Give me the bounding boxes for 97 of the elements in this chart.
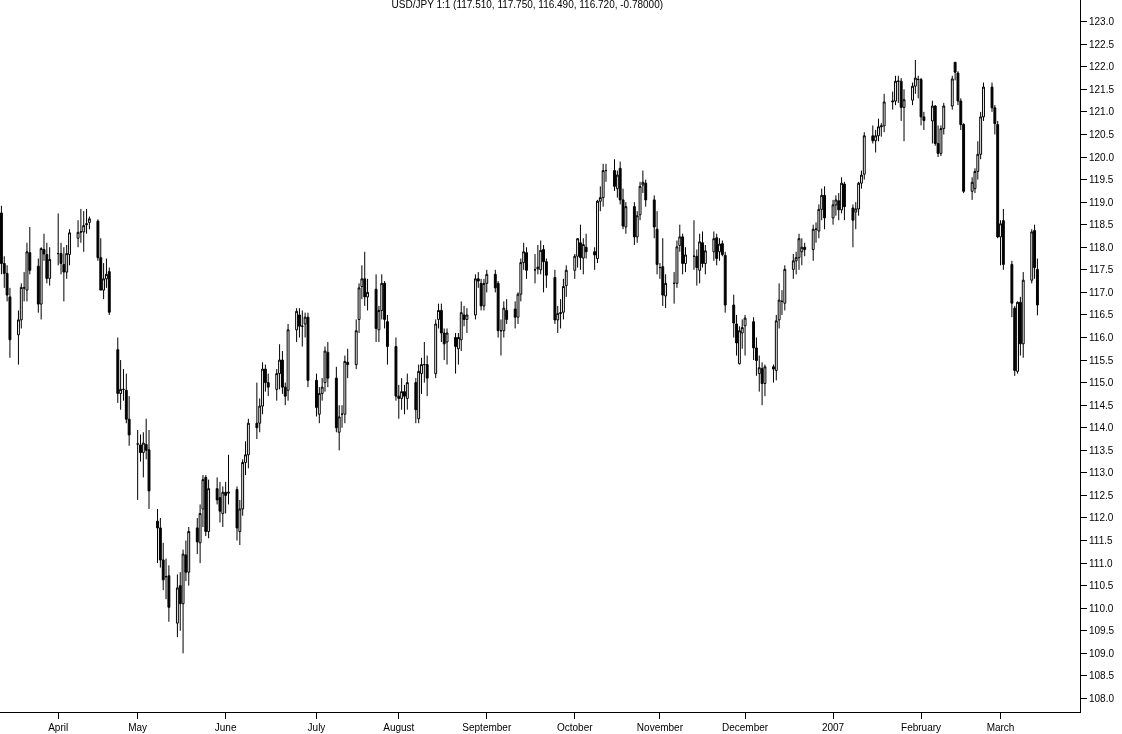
candlestick: [715, 233, 719, 266]
y-tick-label: 110.5: [1089, 580, 1114, 592]
x-tick-label: May: [128, 722, 148, 733]
y-tick-label: 121.5: [1089, 83, 1115, 95]
y-tick-label: 110.0: [1089, 602, 1114, 614]
x-tick-label: December: [722, 722, 769, 733]
x-tick-label: October: [556, 722, 594, 733]
candlestick: [286, 323, 290, 402]
candlestick: [542, 244, 545, 293]
candlestick: [374, 273, 378, 343]
y-tick-label: 109.0: [1089, 647, 1115, 659]
y-tick-label: 120.0: [1089, 151, 1115, 163]
y-tick-label: 123.0: [1089, 16, 1115, 28]
y-tick-label: 113.5: [1089, 444, 1114, 456]
candlestick: [1016, 300, 1019, 375]
y-tick-label: 117.0: [1089, 286, 1114, 298]
candlestick: [800, 237, 804, 266]
x-tick-label: September: [462, 722, 512, 733]
y-tick-label: 112.5: [1089, 489, 1114, 501]
candlestick: [300, 309, 304, 348]
candlestick: [882, 93, 886, 133]
y-tick-label: 116.5: [1089, 309, 1114, 321]
candlestick: [156, 508, 159, 564]
candlestick: [136, 429, 140, 501]
y-tick-label: 114.0: [1089, 422, 1114, 434]
x-tick-label: March: [986, 722, 1015, 733]
y-tick-label: 115.0: [1089, 377, 1114, 389]
y-tick-label: 122.5: [1089, 38, 1115, 50]
candlestick: [1001, 208, 1005, 271]
y-tick-label: 109.5: [1089, 625, 1115, 637]
y-tick-label: 118.5: [1089, 219, 1114, 231]
candlestick: [454, 332, 457, 375]
candlestick: [48, 246, 52, 287]
candlestick: [894, 75, 897, 106]
candlestick: [579, 224, 582, 271]
y-tick-label: 108.5: [1089, 670, 1115, 682]
candlestick: [842, 181, 846, 221]
candlestick: [1030, 228, 1034, 284]
candlestick: [473, 273, 477, 320]
y-tick-label: 116.0: [1089, 332, 1114, 343]
y-tick-label: 119.0: [1089, 196, 1114, 208]
y-tick-label: 114.5: [1089, 399, 1114, 411]
candlestick: [791, 253, 795, 280]
candlestick: [295, 307, 299, 343]
candlestick: [82, 210, 86, 253]
candlestick: [698, 233, 702, 284]
x-tick-label: April: [48, 722, 69, 733]
candlestick: [62, 246, 66, 302]
y-tick-label: 112.0: [1089, 512, 1114, 524]
candlestick: [235, 485, 239, 542]
candlestick: [187, 526, 191, 587]
candlestick: [919, 77, 923, 126]
candlestick: [823, 185, 826, 230]
y-tick-label: 108.0: [1089, 692, 1115, 704]
candlestick: [445, 327, 449, 366]
y-tick-label: 122.0: [1089, 61, 1115, 73]
x-tick-label: 2007: [821, 722, 845, 733]
candlestick: [718, 237, 721, 262]
candlestick: [851, 203, 855, 248]
y-tick-label: 111.0: [1089, 557, 1113, 569]
x-tick-label: February: [901, 722, 942, 733]
x-tick-label: July: [307, 722, 326, 733]
candlestick: [204, 474, 208, 537]
candlestick: [712, 230, 716, 262]
candlestick: [1021, 271, 1025, 359]
y-tick-label: 121.0: [1089, 106, 1115, 118]
candlestick: [326, 341, 330, 388]
y-tick-label: 111.5: [1089, 535, 1113, 547]
candlestick: [218, 481, 222, 523]
candlestick: [525, 246, 528, 280]
x-tick-label: August: [383, 722, 415, 733]
y-tick-label: 117.5: [1089, 264, 1114, 276]
x-tick-label: June: [214, 722, 237, 733]
candlestick: [661, 237, 665, 307]
y-tick-label: 119.5: [1089, 174, 1114, 186]
candlestick: [811, 224, 815, 262]
candlestick: [783, 264, 787, 311]
candlestick: [363, 251, 367, 307]
candlestick: [930, 100, 934, 144]
candlestick: [255, 382, 259, 440]
candlestick: [601, 163, 605, 208]
y-tick-label: 120.5: [1089, 128, 1115, 140]
candlestick: [221, 485, 225, 528]
candlestick: [207, 479, 211, 539]
candlestick: [797, 233, 801, 271]
candlestick: [831, 199, 835, 226]
chart-title: USD/JPY 1:1 (117.510, 117.750, 116.490, 116.720, -0.78000): [391, 0, 664, 11]
candlestick: [175, 573, 179, 638]
candlestick: [632, 201, 636, 246]
y-tick-label: 115.5: [1089, 354, 1114, 366]
y-tick-label: 118.0: [1089, 241, 1114, 253]
candlestick: [743, 314, 747, 357]
candlestick: [465, 307, 469, 334]
y-tick-label: 113.0: [1089, 467, 1114, 479]
candlestick: [405, 373, 409, 411]
candlestick: [306, 312, 310, 388]
x-tick-label: November: [636, 722, 684, 733]
